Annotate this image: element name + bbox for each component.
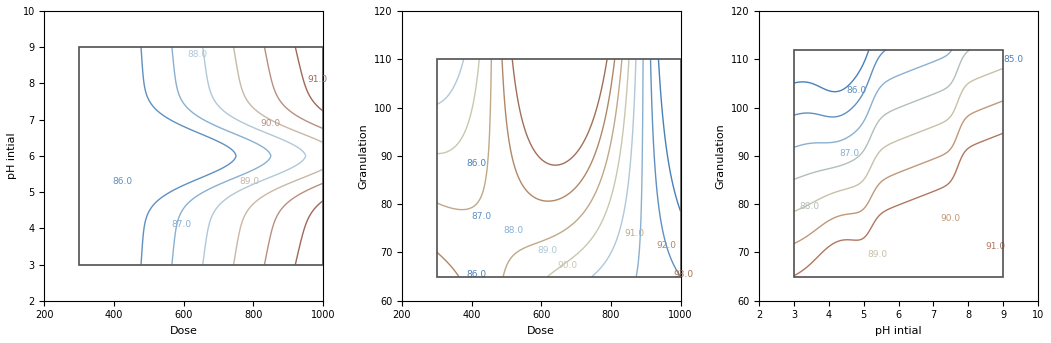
Text: 87.0: 87.0 — [171, 220, 191, 229]
Text: 91.0: 91.0 — [986, 242, 1006, 251]
Y-axis label: pH intial: pH intial — [7, 132, 17, 179]
Text: 86.0: 86.0 — [467, 270, 487, 279]
Bar — [79, 47, 323, 264]
Bar — [437, 59, 681, 276]
Bar — [795, 50, 1003, 276]
Text: 93.0: 93.0 — [674, 270, 694, 279]
Text: 87.0: 87.0 — [840, 149, 860, 158]
Text: 90.0: 90.0 — [261, 119, 281, 128]
Text: 86.0: 86.0 — [846, 86, 866, 95]
Text: 86.0: 86.0 — [112, 177, 132, 186]
Text: 90.0: 90.0 — [557, 261, 577, 271]
Y-axis label: Granulation: Granulation — [716, 123, 725, 189]
Text: 86.0: 86.0 — [467, 158, 487, 168]
Text: 88.0: 88.0 — [187, 50, 207, 59]
Text: 92.0: 92.0 — [656, 241, 676, 250]
Y-axis label: Granulation: Granulation — [358, 123, 368, 189]
Text: 85.0: 85.0 — [1003, 55, 1024, 64]
Text: 89.0: 89.0 — [538, 246, 558, 255]
Text: 89.0: 89.0 — [867, 250, 887, 259]
Text: 91.0: 91.0 — [624, 229, 645, 238]
Text: 89.0: 89.0 — [240, 177, 260, 186]
Text: 91.0: 91.0 — [308, 75, 328, 84]
Text: 87.0: 87.0 — [472, 212, 492, 221]
Text: 88.0: 88.0 — [800, 202, 820, 211]
X-axis label: Dose: Dose — [528, 326, 555, 336]
Text: 90.0: 90.0 — [941, 214, 961, 223]
X-axis label: Dose: Dose — [170, 326, 198, 336]
X-axis label: pH intial: pH intial — [875, 326, 922, 336]
Text: 88.0: 88.0 — [502, 226, 523, 235]
